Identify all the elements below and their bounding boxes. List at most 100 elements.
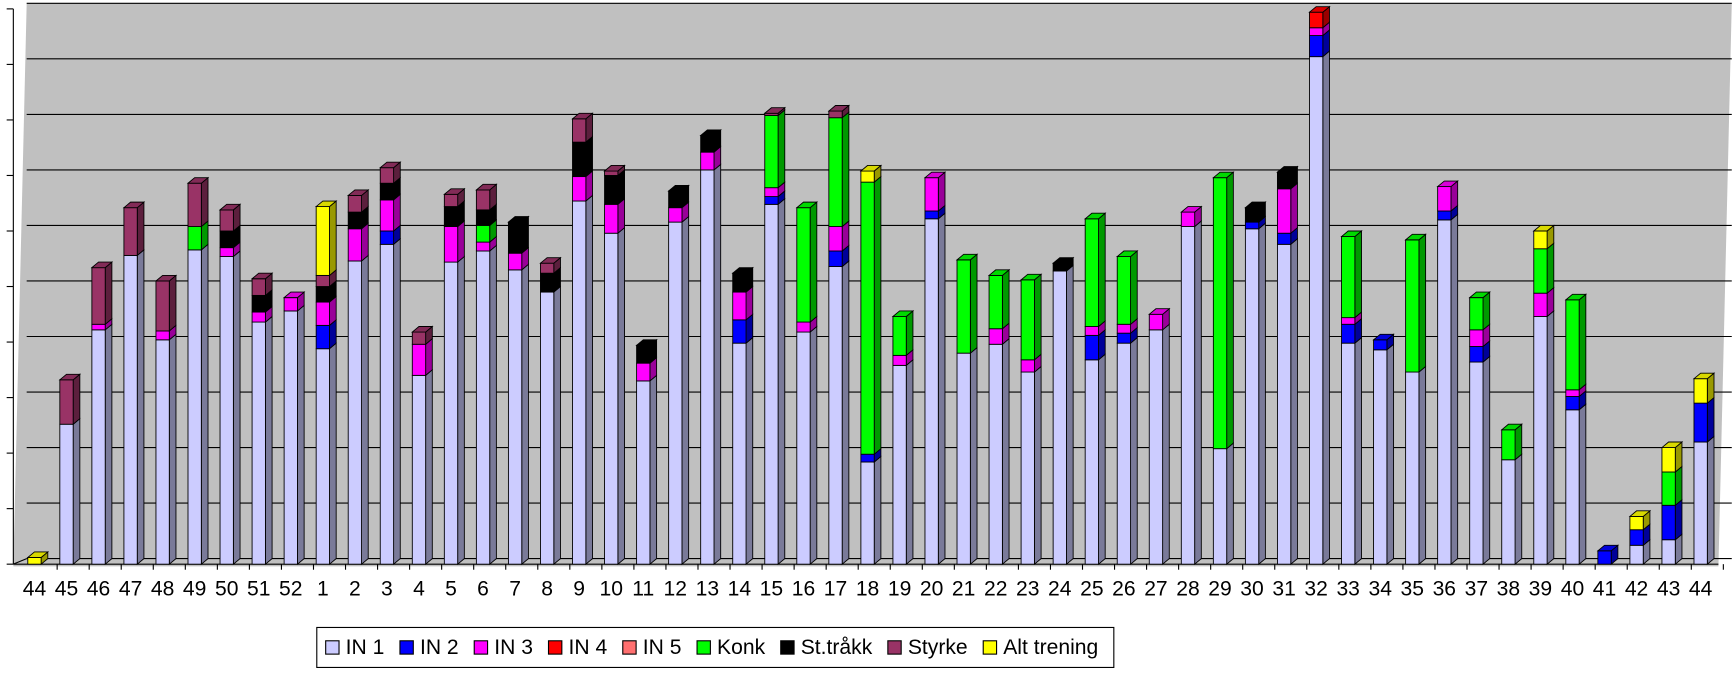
bar-segment	[1469, 346, 1484, 363]
bar-side	[1130, 250, 1138, 326]
bar-side	[1674, 498, 1683, 541]
legend-swatch	[399, 640, 414, 655]
bar-side	[937, 171, 946, 212]
bar-top	[891, 310, 915, 317]
legend: IN 1 IN 2 IN 3 IN 4 IN 5 Konk St.tråkk Styrke Al…	[316, 626, 1115, 669]
bar-side	[1130, 336, 1138, 566]
x-tick-label: 48	[151, 577, 174, 600]
bar-segment	[636, 380, 651, 565]
bar-side	[1194, 220, 1202, 566]
bar-top	[859, 165, 883, 172]
bar-side	[1066, 264, 1074, 566]
bar-segment	[828, 117, 843, 227]
bar-segment	[379, 167, 395, 184]
bar-segment	[1373, 349, 1388, 565]
bar-side	[937, 212, 946, 566]
bar-segment	[1180, 226, 1196, 565]
bar-top	[1115, 250, 1139, 257]
bar-segment	[700, 135, 715, 153]
x-tick-label: 42	[1625, 577, 1648, 600]
bar-side	[1290, 237, 1298, 566]
bar-side	[969, 253, 978, 355]
bar-side	[232, 250, 241, 566]
bar-segment	[315, 348, 330, 565]
bar-side	[521, 263, 529, 566]
bar-side	[200, 243, 209, 566]
bar-side	[457, 255, 465, 566]
x-tick-label: 44	[1689, 577, 1713, 600]
bar-side	[264, 315, 273, 566]
legend-swatch	[780, 640, 795, 655]
bar-segment	[443, 193, 459, 208]
bar-segment	[1437, 210, 1452, 221]
bar-segment	[1084, 359, 1099, 565]
legend-label: St.tråkk	[801, 636, 873, 659]
bar-segment	[1244, 228, 1260, 565]
bar-top	[1564, 293, 1588, 301]
bar-side	[425, 368, 433, 566]
x-tick-label: 44	[23, 577, 47, 600]
bar-segment	[219, 230, 234, 249]
bar-side	[1706, 435, 1715, 566]
bar-side	[457, 220, 465, 264]
bar-top	[539, 257, 562, 264]
bar-side	[1033, 273, 1042, 361]
bar-segment	[1661, 471, 1676, 506]
bar-segment	[27, 557, 42, 565]
bar-segment	[700, 169, 715, 565]
bar-side	[1226, 442, 1234, 566]
bar-side	[905, 358, 914, 566]
bar-top	[667, 185, 690, 192]
bar-segment	[988, 274, 1003, 330]
x-tick-label: 5	[445, 577, 457, 600]
bar-side	[361, 254, 369, 566]
legend-swatch	[473, 640, 489, 655]
bar-segment	[315, 301, 330, 326]
bar-segment	[1084, 218, 1099, 327]
bar-segment	[828, 226, 843, 252]
bar-segment	[764, 203, 779, 565]
bar-top	[1628, 510, 1652, 517]
bar-top	[923, 171, 947, 179]
bar-segment	[540, 291, 555, 565]
bar-segment	[828, 250, 843, 267]
bar-segment	[956, 352, 971, 565]
bar-side	[1482, 355, 1491, 566]
bar-side	[1514, 453, 1523, 566]
bar-side	[1418, 233, 1427, 373]
bar-segment	[1309, 35, 1324, 58]
bar-segment	[1276, 243, 1292, 565]
bar-segment	[1693, 402, 1708, 443]
bar-top	[1083, 212, 1107, 220]
bar-side	[649, 374, 658, 566]
x-tick-label: 14	[728, 577, 752, 600]
bar-segment	[1341, 236, 1356, 319]
bar-segment	[187, 249, 202, 565]
bar-side	[1001, 268, 1010, 330]
x-tick-label: 4	[413, 577, 425, 600]
bar-top	[26, 551, 50, 558]
bar-top	[1404, 233, 1427, 241]
bar-segment	[347, 211, 362, 230]
x-tick-label: 50	[215, 577, 238, 600]
bar-segment	[732, 319, 747, 344]
bar-segment	[1565, 389, 1580, 397]
bar-side	[841, 111, 850, 228]
bar-segment	[219, 256, 234, 565]
bar-segment	[1629, 544, 1644, 565]
bar-segment	[1661, 504, 1676, 541]
bar-segment	[988, 343, 1003, 565]
bar-segment	[1565, 396, 1580, 411]
bar-top	[1692, 372, 1716, 380]
bar-segment	[1276, 188, 1292, 234]
x-tick-label: 32	[1304, 577, 1327, 600]
bar-top	[955, 253, 979, 261]
bar-segment	[988, 328, 1003, 345]
bar-segment	[1341, 317, 1356, 325]
x-tick-label: 24	[1048, 577, 1072, 600]
bar-segment	[251, 294, 266, 313]
bar-side	[713, 163, 722, 566]
bar-segment	[604, 170, 619, 176]
legend-label: Styrke	[908, 636, 968, 659]
bar-segment	[315, 286, 330, 303]
